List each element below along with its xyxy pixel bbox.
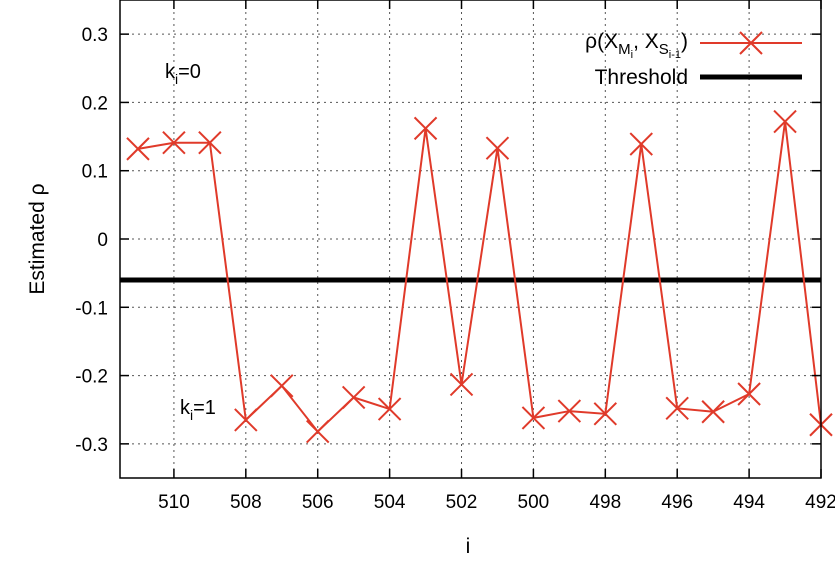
marker-stroke [270,374,294,398]
data-point-marker [234,408,258,432]
data-point-marker [377,397,402,421]
data-point-marker [701,400,725,424]
ticks [120,0,822,478]
data-point-marker [737,382,761,406]
y-tick-label: -0.1 [75,298,108,319]
series-layer [126,109,833,444]
marker-stroke [629,132,653,156]
marker-stroke [665,396,689,421]
x-tick-label: 508 [230,492,262,513]
legend-series-marker [739,31,763,55]
data-point-marker [198,131,222,155]
x-tick-label: 510 [158,492,190,513]
marker-stroke [413,116,438,141]
tick-labels: 510 508 506 504 502 500 498 496 494 492 0.3 0.2 0.1 0… [75,25,835,513]
marker-stroke [234,408,258,432]
data-point-marker [341,385,366,410]
y-axis-title: Estimated ρ [26,183,49,294]
grid [120,0,822,478]
series-line [137,121,822,434]
marker-stroke [593,402,618,426]
data-point-marker [665,396,689,421]
marker-stroke [162,131,186,155]
y-tick-label: 0.2 [82,93,108,114]
y-tick-label: -0.3 [75,435,108,456]
x-tick-label: 494 [733,492,765,513]
x-tick-label: 504 [374,492,406,513]
marker-stroke [773,109,797,134]
annotation-ki-1: ki=1 [180,397,216,423]
legend: ρ(XMi, XSi-1) Threshold [585,30,802,89]
x-tick-label: 500 [518,492,550,513]
data-point-marker [449,372,474,397]
data-point-marker [413,116,438,141]
y-tick-label: -0.2 [75,367,108,388]
marker-stroke [198,131,222,155]
x-tick-label: 492 [805,492,835,513]
marker-stroke [485,136,510,160]
marker-stroke [377,397,402,421]
x-tick-label: 498 [589,492,621,513]
data-point-marker [485,136,510,160]
marker-stroke [521,406,546,430]
marker-stroke [449,372,474,397]
x-tick-label: 502 [446,492,478,513]
marker-stroke [126,137,150,161]
x-tick-label: 496 [661,492,693,513]
marker-stroke [557,399,582,423]
y-tick-label: 0 [97,230,108,251]
data-point-marker [773,109,797,134]
data-point-marker [593,402,618,426]
data-point-marker [270,374,294,398]
marker-stroke [341,385,366,410]
marker-stroke [701,400,725,424]
legend-threshold-label: Threshold [595,66,688,89]
y-tick-label: 0.1 [82,162,108,183]
data-point-marker [162,131,186,155]
x-tick-label: 506 [302,492,334,513]
legend-series-label: ρ(XMi, XSi-1) [585,30,688,61]
legend-marker-stroke [739,31,763,55]
marker-stroke [306,419,330,444]
y-tick-label: 0.3 [82,25,108,46]
data-point-marker [521,406,546,430]
marker-stroke [737,382,761,406]
data-point-marker [126,137,150,161]
data-point-marker [557,399,582,423]
annotation-ki-0: ki=0 [165,61,201,87]
data-point-marker [306,419,330,444]
data-point-marker [629,132,653,156]
x-axis-title: i [466,535,471,558]
